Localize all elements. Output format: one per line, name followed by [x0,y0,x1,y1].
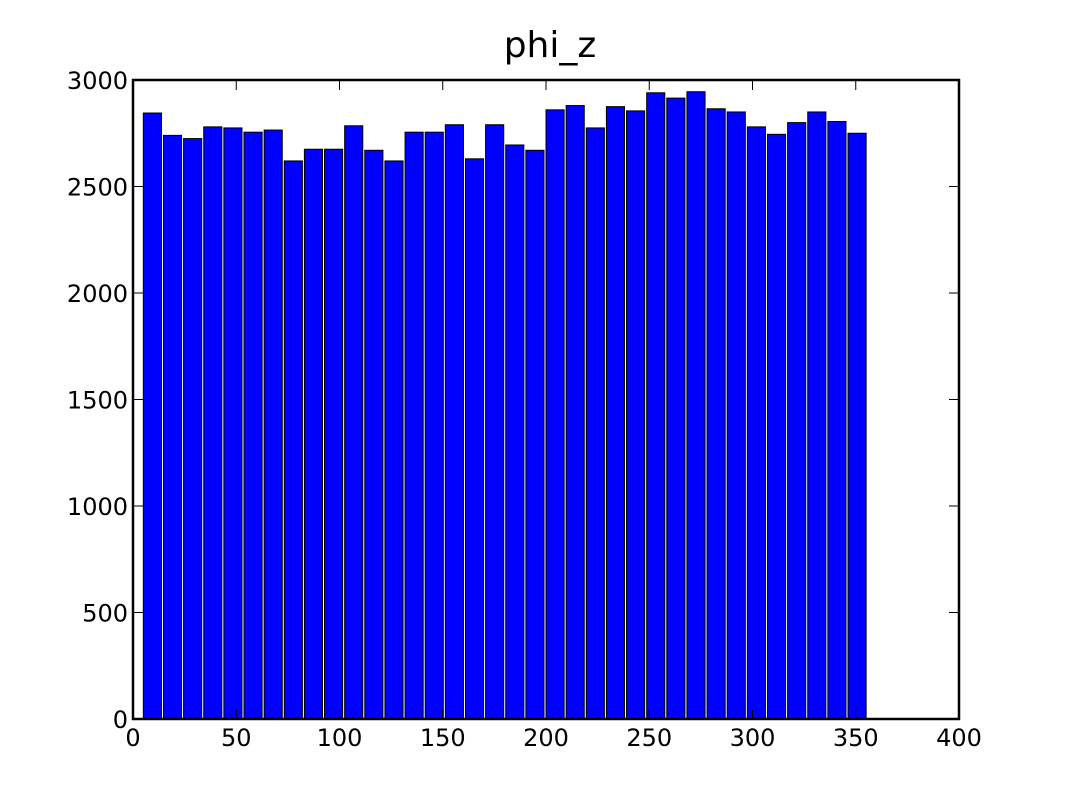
histogram-bar [203,126,223,720]
x-tick-label: 350 [833,724,879,752]
y-tick-label: 1500 [67,387,128,415]
histogram-bar [263,129,283,720]
histogram-bar [565,105,585,720]
x-tick-label: 400 [936,724,982,752]
histogram-bar [142,112,162,720]
histogram-bar [424,131,444,720]
histogram-bar [726,111,746,720]
x-tick-label: 150 [420,724,466,752]
histogram-bar [303,148,324,720]
histogram-bar [444,124,464,720]
histogram-bar [827,121,847,720]
histogram-bar [847,132,867,720]
x-tick-label: 0 [125,724,140,752]
histogram-bar [787,122,807,720]
y-tick-label: 2500 [67,174,128,202]
histogram-bar [605,106,626,720]
histogram-bar [666,97,686,720]
histogram-bar [807,111,827,720]
histogram-bar [183,138,203,720]
bars-group [142,91,867,720]
x-tick-label: 200 [523,724,569,752]
histogram-bar [485,124,505,720]
ticks-group: 0 50 100 150 200 250 300 350 400 0 500 1000 1500 2000… [67,67,982,752]
histogram-bar [626,110,646,720]
histogram-bar [464,158,485,720]
histogram-bar [746,126,766,720]
histogram-bar [585,127,605,720]
histogram-bar [283,160,303,720]
histogram-bar [646,92,666,720]
x-tick-label: 300 [730,724,776,752]
histogram-bar [525,149,545,720]
histogram-bar [505,144,525,720]
histogram-bar [364,149,384,720]
histogram-bar [344,125,364,720]
y-tick-label: 2000 [67,280,128,308]
histogram-bar [404,131,424,720]
histogram-bar [162,134,183,720]
chart-title: phi_z [504,25,597,66]
x-tick-label: 50 [221,724,252,752]
histogram-bar [384,160,404,720]
histogram-bar [706,108,726,720]
histogram-bar [545,109,565,720]
plot-frame [131,78,961,721]
x-tick-label: 100 [317,724,363,752]
y-tick-label: 3000 [67,67,128,95]
y-tick-label: 0 [113,706,128,734]
histogram-bar [686,91,706,720]
histogram-bar [766,133,787,720]
y-tick-label: 1000 [67,493,128,521]
y-tick-label: 500 [82,600,128,628]
histogram-bar [324,148,344,720]
histogram-bar [223,127,243,720]
histogram-bar [243,131,263,720]
x-tick-label: 250 [626,724,672,752]
